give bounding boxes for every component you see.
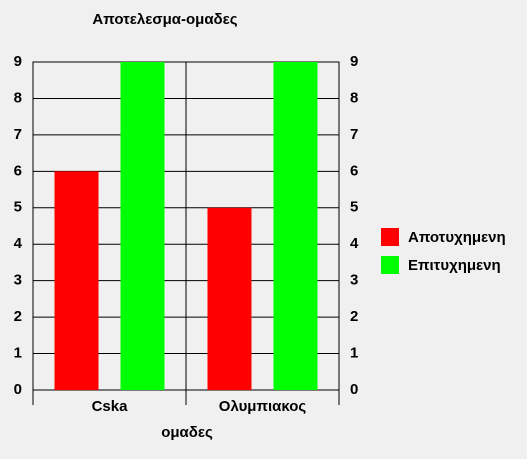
y-tick-label: 7 <box>14 126 22 143</box>
legend-label: Αποτυχημενη <box>408 229 506 246</box>
bar <box>273 62 318 390</box>
bar <box>120 62 165 390</box>
y2-tick-label: 6 <box>350 162 358 179</box>
legend-swatch <box>381 228 399 246</box>
y2-tick-label: 8 <box>350 89 358 106</box>
y-tick-label: 2 <box>14 308 22 325</box>
y2-tick-label: 9 <box>350 53 358 70</box>
y-tick-label: 1 <box>14 345 22 362</box>
x-axis-label: ομαδες <box>161 424 213 441</box>
bar <box>207 207 252 390</box>
y-tick-label: 9 <box>14 53 22 70</box>
y2-tick-label: 1 <box>350 345 358 362</box>
y-tick-label: 3 <box>14 272 22 289</box>
y2-tick-label: 4 <box>350 235 359 252</box>
y-tick-label: 5 <box>14 199 22 216</box>
x-tick-label: Cska <box>92 398 129 415</box>
y-tick-label: 0 <box>14 381 22 398</box>
y2-tick-label: 2 <box>350 308 358 325</box>
y2-tick-label: 5 <box>350 199 358 216</box>
chart-title: Αποτελεσμα-ομαδες <box>92 11 237 28</box>
bar <box>54 171 99 390</box>
y2-tick-label: 3 <box>350 272 358 289</box>
x-tick-label: Ολυμπιακος <box>219 398 307 415</box>
y-tick-label: 6 <box>14 162 22 179</box>
y-tick-label: 4 <box>14 235 23 252</box>
y2-tick-label: 0 <box>350 381 358 398</box>
y2-tick-label: 7 <box>350 126 358 143</box>
legend-swatch <box>381 256 399 274</box>
y-tick-label: 8 <box>14 89 22 106</box>
legend-label: Επιτυχημενη <box>408 257 501 274</box>
